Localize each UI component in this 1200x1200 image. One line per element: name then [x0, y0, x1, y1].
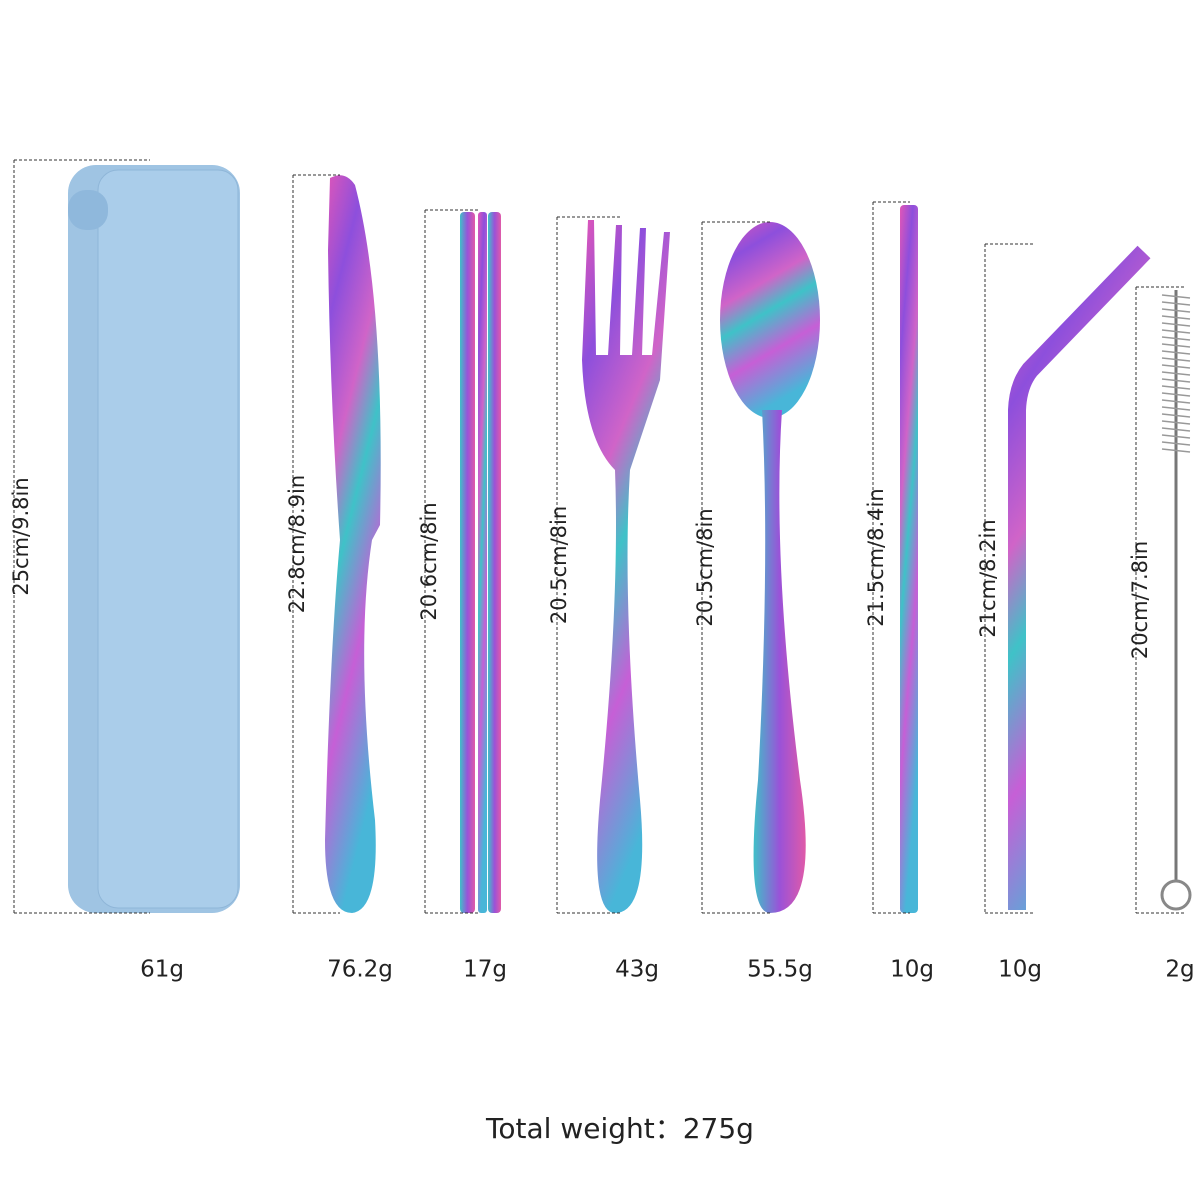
brush [1160, 290, 1192, 911]
weight-label: 76.2g [327, 957, 393, 983]
dimension-label: 20.5cm/8in [547, 506, 571, 624]
bristle [1161, 301, 1191, 306]
dimension-label: 20.6cm/8in [417, 502, 441, 620]
chopsticks [460, 212, 501, 913]
bristle [1161, 420, 1191, 425]
weight-label: 2g [1165, 957, 1194, 983]
knife [325, 175, 381, 913]
bristle [1161, 413, 1191, 418]
bristle [1161, 371, 1191, 376]
dimension-label: 25cm/9.8in [9, 477, 33, 595]
bristle [1161, 308, 1191, 313]
weight-label: 61g [140, 957, 184, 983]
weight-label: 43g [615, 957, 659, 983]
bristle [1161, 322, 1191, 327]
bristle [1161, 441, 1191, 446]
dimension-label: 21cm/8.2in [976, 519, 1000, 637]
bristle [1161, 294, 1191, 299]
weight-label: 10g [890, 957, 934, 983]
straw [900, 205, 918, 913]
bristle [1161, 434, 1191, 439]
bristle [1161, 392, 1191, 397]
bristle [1161, 357, 1191, 362]
bristle [1161, 364, 1191, 369]
bristle [1161, 385, 1191, 390]
spoon [720, 222, 820, 913]
fork [582, 220, 670, 913]
bristle [1161, 378, 1191, 383]
bristle [1161, 406, 1191, 411]
dimension-label: 20cm/7.8in [1128, 541, 1152, 659]
bristle [1161, 350, 1191, 355]
dimension-label: 20.5cm/8in [693, 508, 717, 626]
weight-label: 55.5g [747, 957, 813, 983]
case [68, 165, 240, 913]
bristle [1161, 427, 1191, 432]
bristle [1161, 343, 1191, 348]
bent-straw [1008, 245, 1151, 910]
weight-label: 17g [463, 957, 507, 983]
bristle [1161, 336, 1191, 341]
bristle [1161, 329, 1191, 334]
bristle [1161, 399, 1191, 404]
dimension-label: 22.8cm/8.9in [285, 475, 309, 613]
weight-label: 10g [998, 957, 1042, 983]
bristle [1161, 315, 1191, 320]
dimension-label: 21.5cm/8.4in [864, 488, 888, 626]
bristle [1161, 448, 1191, 453]
total-weight: Total weight：275g [485, 1112, 754, 1145]
